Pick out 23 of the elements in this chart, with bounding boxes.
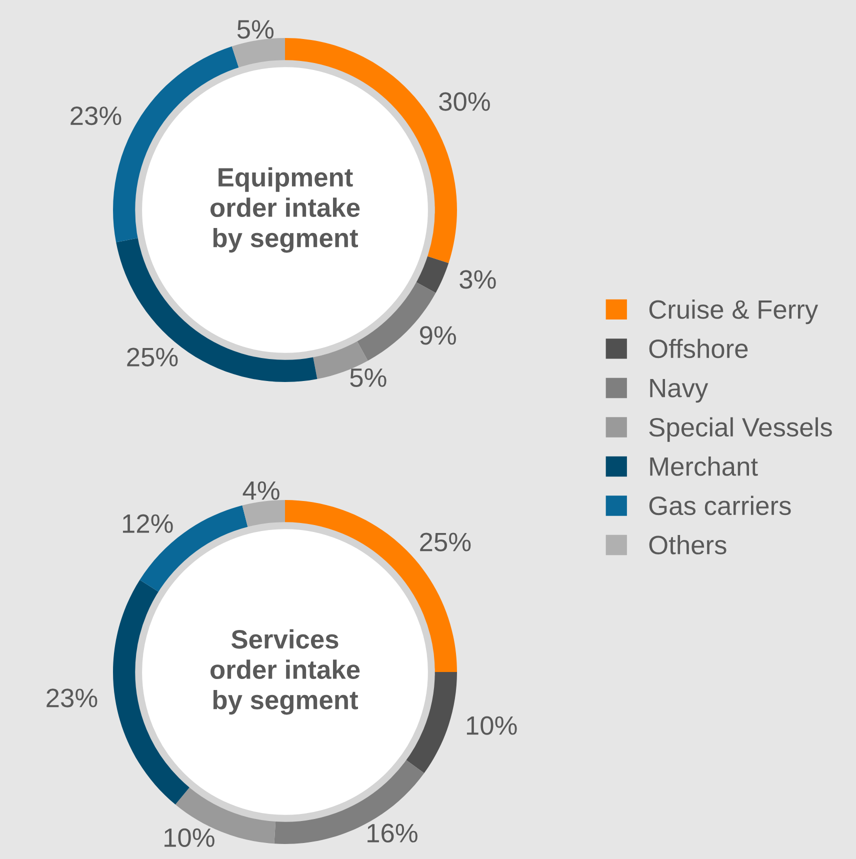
data-label: 5% bbox=[350, 368, 386, 388]
legend-label: Offshore bbox=[649, 338, 748, 358]
data-label: 3% bbox=[460, 270, 496, 289]
legend-label: Navy bbox=[650, 378, 708, 403]
data-label: 5% bbox=[237, 20, 274, 39]
data-label: 25% bbox=[127, 348, 178, 366]
data-label: 4% bbox=[242, 481, 280, 500]
data-label: 30% bbox=[439, 92, 490, 111]
data-label: 10% bbox=[466, 716, 517, 735]
data-label: 25% bbox=[420, 532, 471, 552]
legend-label: Gas carriers bbox=[649, 496, 791, 516]
legend-label: Cruise & Ferry bbox=[649, 300, 818, 324]
data-label: 23% bbox=[46, 688, 98, 708]
legend-label: Others bbox=[649, 535, 726, 554]
text: Services order intake by segment bbox=[210, 629, 360, 715]
data-label: 10% bbox=[164, 828, 214, 847]
data-label: 16% bbox=[368, 824, 418, 842]
data-label: 12% bbox=[122, 514, 173, 533]
legend-label: Special Vessels bbox=[649, 417, 832, 442]
data-label: 23% bbox=[70, 106, 122, 126]
text: Equipment order intake by segment bbox=[210, 167, 360, 253]
legend-label: Merchant bbox=[650, 456, 758, 476]
data-label: 9% bbox=[420, 326, 456, 345]
